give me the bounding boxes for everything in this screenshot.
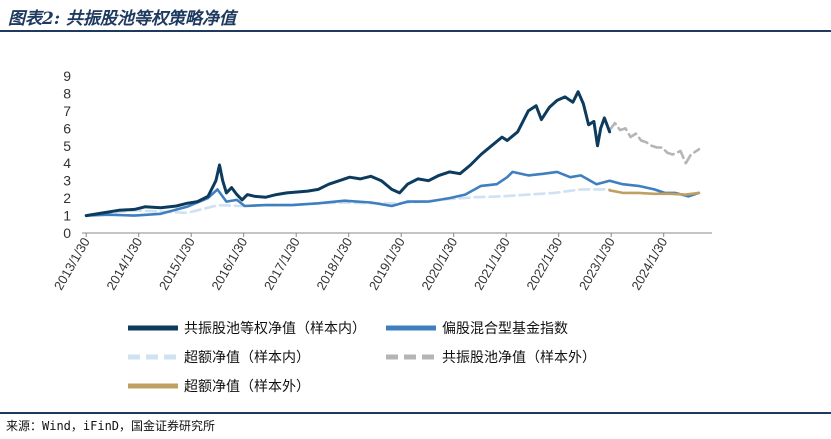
y-tick-label: 5 [63,138,71,154]
series-lines [84,90,701,218]
legend-label-2: 超额净值（样本内） [184,350,310,366]
x-tick-label: 2022/1/30 [523,235,565,293]
y-axis: 01 23 45 67 89 [63,68,71,241]
y-tick-label: 4 [63,155,71,171]
legend-label-3: 共振股池净值（样本外） [442,350,596,366]
y-tick-label: 9 [63,68,71,84]
x-tick-label: 2020/1/30 [418,235,460,293]
y-tick-label: 8 [63,85,71,101]
series-line-0 [84,90,612,218]
source-note: 来源：Wind，iFinD，国金证券研究所 [6,419,216,433]
x-tick-label: 2017/1/30 [261,235,303,293]
y-tick-label: 1 [63,208,71,224]
source-divider [0,412,831,414]
x-tick-label: 2023/1/30 [576,235,618,293]
legend-label-1: 偏股混合型基金指数 [442,320,568,337]
legend-label-4: 超额净值（样本外） [184,379,310,395]
chart-title: 图表2: 共振股池等权策略净值 [8,9,237,29]
series-line-3 [608,121,701,165]
y-tick-label: 2 [63,190,71,206]
x-tick-label: 2019/1/30 [366,235,408,293]
x-tick-label: 2014/1/30 [103,235,145,293]
x-axis: 2013/1/30 2014/1/30 2015/1/30 2016/1/30 2017… [51,232,712,293]
x-tick-label: 2024/1/30 [628,235,670,293]
x-tick-label: 2018/1/30 [313,235,355,293]
series-line-4 [608,189,701,196]
y-tick-label: 6 [63,120,71,136]
x-tick-label: 2015/1/30 [156,235,198,293]
y-tick-label: 0 [63,225,71,241]
y-tick-label: 3 [63,173,71,189]
x-tick-label: 2021/1/30 [471,235,513,293]
title-divider [0,30,831,32]
x-tick-label: 2016/1/30 [208,235,250,293]
x-tick-label: 2013/1/30 [51,235,93,293]
series-line-1 [84,170,701,217]
legend-label-0: 共振股池等权净值（样本内） [184,320,366,337]
y-tick-label: 7 [63,103,71,119]
